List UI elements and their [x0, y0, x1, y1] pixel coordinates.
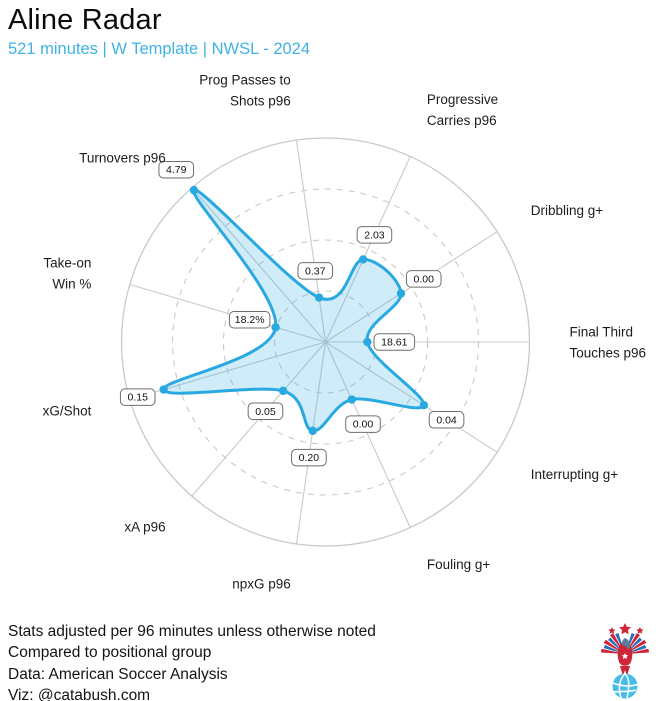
value-label-9: 18.2%: [235, 314, 265, 326]
soccer-ball-icon: [612, 672, 638, 699]
logo-stars: [608, 623, 644, 635]
axis-label-9: Take-on Win %: [43, 255, 91, 291]
footer-line-adjusted: Stats adjusted per 96 minutes unless oth…: [8, 623, 376, 640]
axis-label-8: xG/Shot: [43, 403, 92, 418]
value-box-2: [405, 270, 442, 288]
footer-line-compared: Compared to positional group: [8, 644, 212, 662]
radar-chart: 0.37 2.03 0.00 18.61 0.04 0.00 0.20 0.05 0.15 18.…: [43, 72, 647, 591]
value-label-4: 0.04: [436, 414, 457, 426]
value-box-0: [297, 262, 334, 280]
axis-spoke: [325, 341, 498, 453]
value-box-3: [373, 333, 416, 351]
value-box-6: [291, 448, 327, 467]
star-icon: [619, 623, 631, 635]
data-point-0: [314, 293, 324, 302]
value-label-1: 2.03: [364, 229, 385, 241]
axis-label-3: Final Third Touches p96: [570, 324, 647, 360]
footer-line-viz-credit: Viz: @catabush.com: [8, 687, 151, 701]
radar-area: [163, 189, 424, 431]
axis-label-7: xA p96: [124, 519, 165, 534]
page-title: Aline Radar: [8, 4, 162, 36]
data-point-8: [159, 385, 168, 394]
data-point-9: [271, 323, 280, 332]
data-point-3: [363, 337, 372, 347]
value-label-2: 0.00: [414, 273, 435, 285]
value-box-4: [428, 411, 465, 429]
axis-spoke: [295, 139, 327, 343]
value-label-5: 0.00: [353, 419, 374, 431]
value-box-8: [119, 388, 156, 406]
eagle-tail: [620, 666, 630, 676]
value-label-8: 0.15: [127, 392, 148, 404]
axis-label-5: Fouling g+: [427, 556, 491, 571]
axis-label-6: npxG p96: [232, 576, 291, 591]
data-point-10: [189, 185, 199, 195]
data-point-7: [278, 386, 288, 396]
chest-star-icon: [621, 653, 629, 659]
star-icon: [608, 627, 616, 634]
footer-notes: Stats adjusted per 96 minutes unless oth…: [8, 621, 376, 701]
axis-spoke: [295, 341, 327, 545]
axis-spoke: [324, 156, 411, 343]
footer-line-data-source: Data: American Soccer Analysis: [8, 665, 228, 683]
eagle-head-icon: [622, 638, 630, 650]
value-box-9: [228, 310, 271, 329]
eagle-body: [617, 638, 633, 676]
value-box-10: [158, 160, 195, 179]
page-subtitle: 521 minutes | W Template | NWSL - 2024: [8, 40, 311, 58]
data-point-5: [347, 395, 356, 404]
value-box-5: [345, 415, 381, 433]
value-label-7: 0.05: [255, 406, 276, 418]
american-soccer-analysis-logo: [601, 623, 649, 699]
data-point-4: [419, 400, 429, 410]
axis-label-1: Progressive Carries p96: [427, 92, 498, 128]
axis-spoke: [191, 187, 326, 343]
value-label-10: 4.79: [166, 164, 187, 176]
data-point-2: [396, 289, 406, 298]
axis-label-4: Interrupting g+: [531, 466, 619, 481]
value-box-7: [247, 402, 284, 421]
value-box-1: [356, 226, 393, 244]
axis-label-2: Dribbling g+: [531, 203, 604, 218]
data-point-1: [359, 255, 368, 264]
axis-spoke: [129, 283, 326, 343]
value-label-0: 0.37: [305, 265, 326, 277]
axis-label-10: Turnovers p96: [79, 150, 166, 165]
data-point-6: [308, 426, 317, 436]
value-label-3: 18.61: [381, 337, 407, 349]
axis-spoke: [324, 341, 411, 528]
star-icon: [636, 627, 644, 634]
axis-label-0: Prog Passes to Shots p96: [199, 72, 291, 108]
value-label-6: 0.20: [299, 452, 320, 464]
